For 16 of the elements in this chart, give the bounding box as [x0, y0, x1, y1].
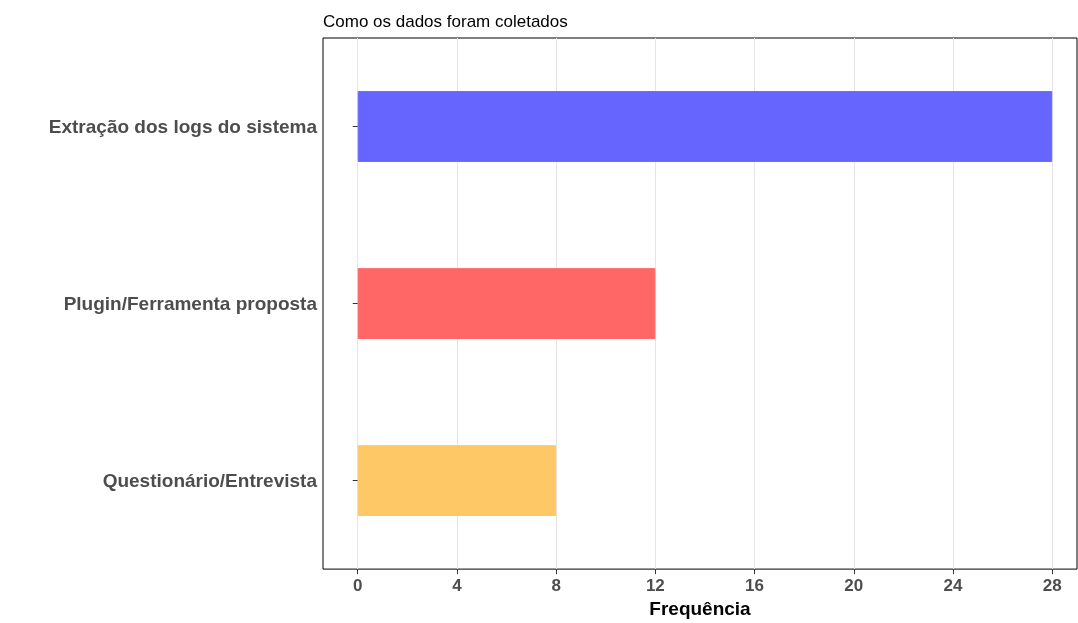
y-tick-label: Extração dos logs do sistema [48, 116, 318, 138]
x-tick-label: 20 [844, 576, 864, 596]
bar [357, 445, 557, 516]
bar [357, 268, 656, 339]
chart-title: Como os dados foram coletados [323, 12, 568, 31]
x-tick-label: 28 [1042, 576, 1062, 596]
x-tick-label: 16 [745, 576, 765, 596]
x-tick-label: 4 [452, 576, 463, 596]
bar [357, 91, 1053, 162]
x-axis-title: Frequência [649, 598, 752, 619]
y-tick-label: Plugin/Ferramenta proposta [63, 293, 318, 315]
x-tick-label: 12 [645, 576, 665, 596]
x-tick-label: 8 [551, 576, 561, 596]
y-tick-label: Questionário/Entrevista [102, 470, 318, 492]
x-tick-label: 24 [943, 576, 963, 596]
x-tick-label: 0 [352, 576, 363, 596]
